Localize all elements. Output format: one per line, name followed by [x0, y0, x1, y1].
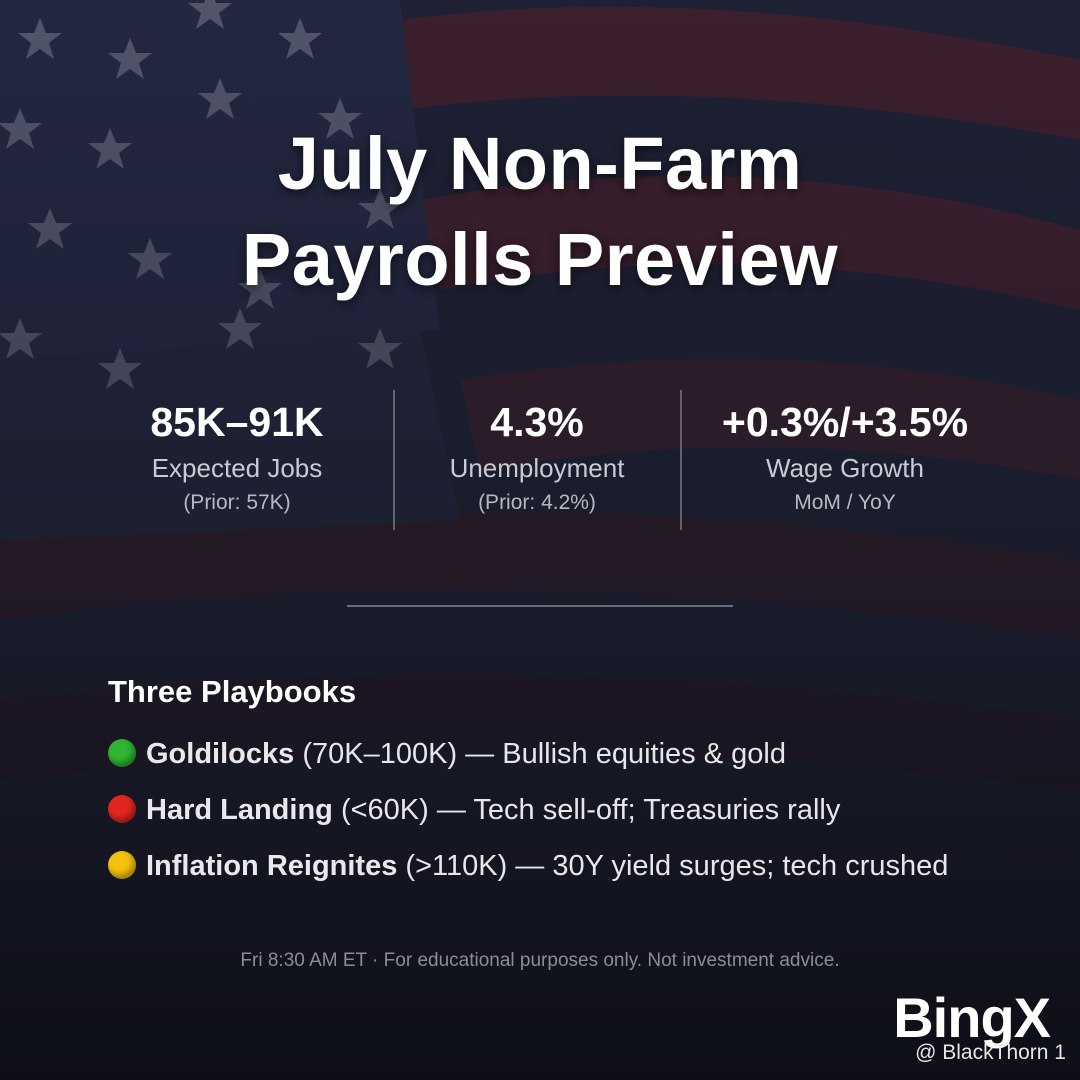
- stat-note: (Prior: 57K): [183, 491, 291, 514]
- title: July Non-Farm Payrolls Preview: [0, 116, 1080, 308]
- playbook-text: — 30Y yield surges; tech crushed: [515, 850, 949, 882]
- stat: 85K–91K Expected Jobs (Prior: 57K): [77, 395, 397, 521]
- stat: +0.3%/+3.5% Wage Growth MoM / YoY: [685, 395, 1005, 521]
- stat-label: Unemployment: [449, 453, 625, 483]
- playbook-name: Inflation Reignites: [146, 850, 398, 882]
- status-dot: [108, 795, 136, 823]
- playbook-item: Goldilocks (70K–100K) — Bullish equities…: [108, 738, 786, 771]
- stat-note: MoM / YoY: [794, 491, 896, 514]
- playbook-range: (70K–100K): [302, 738, 458, 770]
- stat-value: 4.3%: [490, 399, 584, 445]
- playbook-name: Goldilocks: [146, 738, 295, 770]
- playbook-text: — Bullish equities & gold: [465, 738, 786, 770]
- stat-value: 85K–91K: [150, 399, 324, 445]
- handle: @ BlackThorn 1: [915, 1041, 1066, 1064]
- stat-value: +0.3%/+3.5%: [721, 399, 969, 445]
- brand-logo: BingX: [893, 986, 1051, 1049]
- stat-note: (Prior: 4.2%): [478, 491, 596, 514]
- divider: [680, 390, 682, 530]
- playbook-range: (>110K): [405, 850, 508, 882]
- stat-label: Wage Growth: [766, 453, 924, 483]
- title-line: July Non-Farm: [277, 122, 803, 205]
- status-dot: [108, 739, 136, 767]
- divider: [393, 390, 395, 530]
- playbook-text: — Tech sell-off; Treasuries rally: [436, 794, 841, 826]
- separator: [347, 605, 733, 607]
- playbooks-heading: Three Playbooks: [108, 674, 357, 709]
- status-dot: [108, 851, 136, 879]
- playbook-item: Inflation Reignites (>110K) — 30Y yield …: [108, 850, 948, 883]
- title-line: Payrolls Preview: [241, 218, 839, 301]
- playbook-item: Hard Landing (<60K) — Tech sell-off; Tre…: [108, 794, 840, 827]
- footer: Fri 8:30 AM ET · For educational purpose…: [240, 950, 840, 971]
- stat: 4.3% Unemployment (Prior: 4.2%): [377, 395, 697, 521]
- playbook-range: (<60K): [340, 794, 429, 826]
- playbook-name: Hard Landing: [146, 794, 333, 826]
- stat-label: Expected Jobs: [151, 453, 323, 483]
